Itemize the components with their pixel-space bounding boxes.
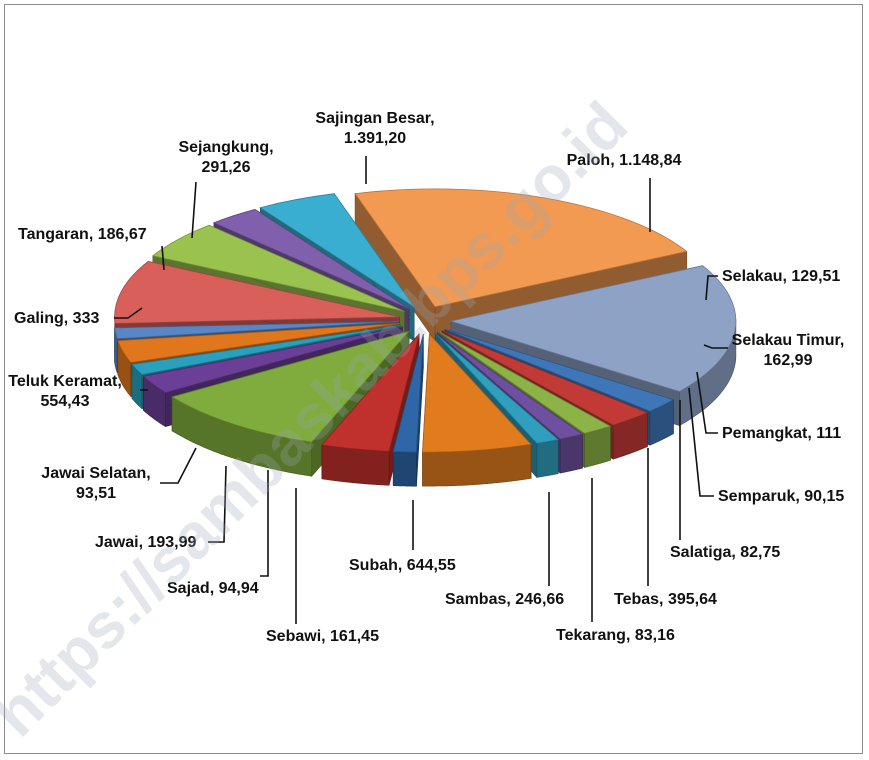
slice-label-selakau: Selakau, 129,51 (722, 268, 840, 285)
slice-label-sajad: Sajad, 94,94 (167, 580, 259, 597)
slice-label-galing: Galing, 333 (14, 310, 99, 327)
slice-label-paloh: Paloh, 1.148,84 (567, 152, 682, 169)
slice-label-sebawi: Sebawi, 161,45 (266, 628, 379, 645)
leader-line-selakau (705, 275, 718, 301)
slice-label-salatiga: Salatiga, 82,75 (670, 544, 780, 561)
slice-label-jawai-selatan: Jawai Selatan, 93,51 (41, 465, 150, 502)
slice-label-subah: Subah, 644,55 (349, 557, 456, 574)
slice-label-jawai: Jawai, 193,99 (95, 534, 197, 551)
leader-line-sejangkung (191, 181, 197, 239)
leader-line-jawai-selatan (160, 447, 197, 484)
slice-label-teluk-keramat: Teluk Keramat, 554,43 (8, 373, 122, 410)
slice-label-tebas: Tebas, 395,64 (614, 591, 717, 608)
leader-line-galing (114, 307, 143, 319)
leader-line-semparuk (688, 387, 714, 497)
slice-label-pemangkat: Pemangkat, 111 (722, 425, 841, 442)
label-leader-lines (114, 156, 728, 624)
pie-slice-tebas (422, 333, 532, 487)
slice-label-sambas: Sambas, 246,66 (445, 591, 564, 608)
slice-label-sejangkung: Sejangkung, 291,26 (178, 139, 273, 176)
slice-label-semparuk: Semparuk, 90,15 (718, 488, 844, 505)
slice-label-selakau-timur: Selakau Timur, 162,99 (732, 332, 845, 369)
leader-line-selakau-timur (703, 344, 728, 349)
slice-labels: Paloh, 1.148,84 Selakau, 129,51 Selakau Ti… (8, 110, 844, 645)
leader-line-jawai (208, 465, 227, 543)
leader-line-tangaran (161, 245, 165, 271)
slice-label-tekarang: Tekarang, 83,16 (556, 627, 675, 644)
pie-slice-tekarang (392, 334, 424, 487)
pie-slices (114, 188, 737, 487)
slice-label-sajingan-besar: Sajingan Besar, 1.391,20 (315, 110, 434, 147)
leader-line-sajad (260, 470, 269, 577)
leader-line-pemangkat (696, 371, 718, 434)
slice-label-tangaran: Tangaran, 186,67 (18, 226, 147, 243)
